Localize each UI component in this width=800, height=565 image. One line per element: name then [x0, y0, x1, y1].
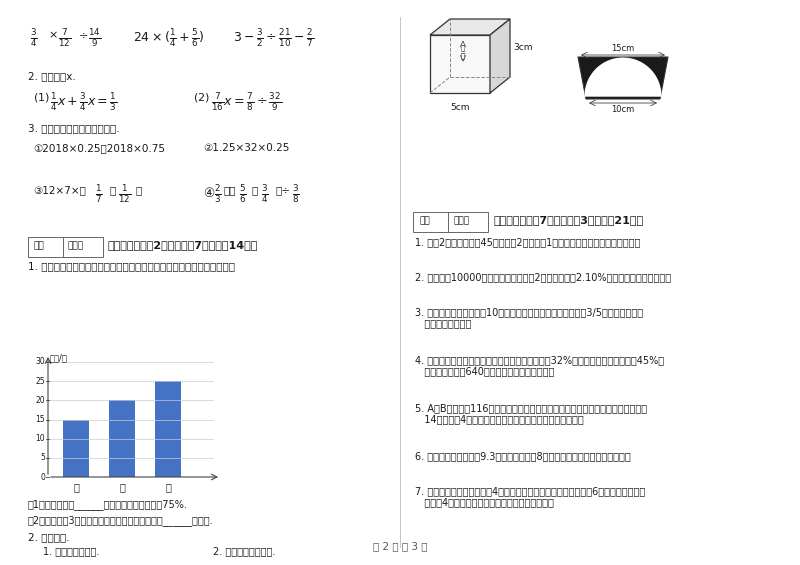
Text: 2. 看图计算.: 2. 看图计算. — [28, 532, 70, 542]
Text: 5. A、B两地相距116千米，甲、乙两人骑自行车同时从两地相对出发，甲每小时行
   14千米，经4小时后与乙车相遇，乙车每小时行多少千米？: 5. A、B两地相距116千米，甲、乙两人骑自行车同时从两地相对出发，甲每小时行… — [415, 403, 647, 425]
Text: 盖: 盖 — [461, 53, 465, 59]
Text: $(1)$: $(1)$ — [33, 91, 50, 104]
Polygon shape — [578, 57, 668, 99]
Text: ）: ） — [135, 185, 142, 195]
Text: $\frac{1}{4}x+\frac{3}{4}x=\frac{1}{3}$: $\frac{1}{4}x+\frac{3}{4}x=\frac{1}{3}$ — [50, 91, 118, 113]
Text: 7. 一件工程，要求师徒二人4小时合作完成，若使师单独做，需要6小时完成，那么，
   师傅在4小时之内需要完成这件工程的几分之几？: 7. 一件工程，要求师徒二人4小时合作完成，若使师单独做，需要6小时完成，那么，… — [415, 486, 646, 507]
Text: 2. 求未知数x.: 2. 求未知数x. — [28, 71, 76, 81]
Text: 合: 合 — [461, 44, 465, 51]
Text: $\div$: $\div$ — [78, 30, 88, 40]
Polygon shape — [430, 19, 510, 35]
Text: （2）先由甲做3天，剩下的工程由丙接着做，还要______天完成.: （2）先由甲做3天，剩下的工程由丙接着做，还要______天完成. — [28, 515, 214, 526]
Text: $\frac{7}{12}$: $\frac{7}{12}$ — [58, 27, 71, 49]
Polygon shape — [490, 19, 510, 93]
Text: 丙: 丙 — [165, 482, 171, 492]
Text: 第 2 页 共 3 页: 第 2 页 共 3 页 — [373, 541, 427, 551]
Text: 15: 15 — [35, 415, 45, 424]
Bar — [109, 401, 135, 477]
Bar — [430, 35, 490, 93]
Text: $3-\frac{3}{2}\div\frac{21}{10}-\frac{2}{7}$: $3-\frac{3}{2}\div\frac{21}{10}-\frac{2}… — [233, 27, 314, 49]
Text: ＋（: ＋（ — [223, 185, 235, 195]
Text: 6. 学校食堂五月份烧煤9.3吨，六月份烧煤8吨，两个月平均每天烧煤多少吨？: 6. 学校食堂五月份烧煤9.3吨，六月份烧煤8吨，两个月平均每天烧煤多少吨？ — [415, 451, 630, 461]
Text: $\frac{14}{9}$: $\frac{14}{9}$ — [88, 27, 101, 49]
Bar — [155, 381, 181, 477]
Text: 1. 求表面积和体积.: 1. 求表面积和体积. — [43, 546, 99, 556]
Bar — [413, 212, 488, 232]
Text: 甲: 甲 — [73, 482, 79, 492]
Text: 15cm: 15cm — [611, 44, 634, 53]
Text: 2. 求阴影部分的面积.: 2. 求阴影部分的面积. — [213, 546, 275, 556]
Text: 0: 0 — [40, 472, 45, 481]
Text: 1. 六（2）班今天出勤45人，病假2人，事假1人，这个班今天的出勤率是多少？: 1. 六（2）班今天出勤45人，病假2人，事假1人，这个班今天的出勤率是多少？ — [415, 237, 640, 247]
Text: 六、应用题（共7小题，每题3分，共计21分）: 六、应用题（共7小题，每题3分，共计21分） — [493, 215, 643, 225]
Text: $\frac{5}{6}$: $\frac{5}{6}$ — [239, 183, 246, 205]
Text: $24\times(\frac{1}{4}+\frac{5}{6})$: $24\times(\frac{1}{4}+\frac{5}{6})$ — [133, 27, 205, 49]
Text: $\frac{1}{7}$: $\frac{1}{7}$ — [95, 183, 102, 205]
Text: ③12×7×（: ③12×7×（ — [33, 185, 86, 195]
Text: 20: 20 — [35, 396, 45, 405]
Text: －: － — [252, 185, 258, 195]
Text: 3. 脱式计算，能简算的要简算.: 3. 脱式计算，能简算的要简算. — [28, 123, 120, 133]
Text: 5cm: 5cm — [450, 103, 470, 112]
Polygon shape — [586, 58, 661, 96]
Text: $\frac{7}{16}x=\frac{7}{8}\div\frac{32}{9}$: $\frac{7}{16}x=\frac{7}{8}\div\frac{32}{… — [211, 91, 282, 113]
Text: 5: 5 — [40, 453, 45, 462]
Text: 4. 新华书店运到一批图书，第一天卖出这批图书的32%，第二天卖出这批图书的45%，
   已知第一天卖出640本，两天一共卖出多少本？: 4. 新华书店运到一批图书，第一天卖出这批图书的32%，第二天卖出这批图书的45… — [415, 355, 664, 377]
Text: 得分: 得分 — [34, 241, 45, 250]
Text: 五、综合题（共2小题，每题7分，共计14分）: 五、综合题（共2小题，每题7分，共计14分） — [108, 240, 258, 250]
Text: 评卷人: 评卷人 — [68, 241, 84, 250]
Text: 2. 张叔叔把10000元钱存入银行，定期2年，年利率为2.10%，到期后可取回多少元？: 2. 张叔叔把10000元钱存入银行，定期2年，年利率为2.10%，到期后可取回… — [415, 272, 671, 282]
Text: ①2018×0.25＋2018×0.75: ①2018×0.25＋2018×0.75 — [33, 143, 165, 153]
Text: ②1.25×32×0.25: ②1.25×32×0.25 — [203, 143, 290, 153]
Text: $\frac{1}{12}$: $\frac{1}{12}$ — [118, 183, 131, 205]
Text: $④\frac{2}{3}$: $④\frac{2}{3}$ — [203, 183, 222, 205]
Text: $\frac{3}{8}$: $\frac{3}{8}$ — [292, 183, 299, 205]
Text: 3cm: 3cm — [513, 44, 533, 53]
Text: 30: 30 — [35, 358, 45, 367]
Text: $(2)$: $(2)$ — [193, 91, 210, 104]
Text: 乙: 乙 — [119, 482, 125, 492]
Text: ）÷: ）÷ — [275, 185, 290, 195]
Text: －: － — [109, 185, 115, 195]
Text: 10: 10 — [35, 434, 45, 443]
Text: （1）甲、乙合作______天可以完成这项工程的75%.: （1）甲、乙合作______天可以完成这项工程的75%. — [28, 499, 188, 510]
Text: 3. 一张课桌比一把椅子贵10元，如果椅子的单价是课桌单价的3/5，课桌和椅子的
   单价各是多少元？: 3. 一张课桌比一把椅子贵10元，如果椅子的单价是课桌单价的3/5，课桌和椅子的… — [415, 307, 643, 329]
Text: 1. 如图是甲、乙、丙三人单独完成某项工程所需天数统计图，看图填空：: 1. 如图是甲、乙、丙三人单独完成某项工程所需天数统计图，看图填空： — [28, 261, 235, 271]
Bar — [63, 419, 89, 477]
Bar — [28, 237, 103, 257]
Text: $\frac{3}{4}$: $\frac{3}{4}$ — [30, 27, 38, 49]
Text: 评卷人: 评卷人 — [453, 216, 469, 225]
Text: 25: 25 — [35, 377, 45, 386]
Text: $\times$: $\times$ — [48, 30, 58, 40]
Text: 天数/天: 天数/天 — [50, 353, 68, 362]
Text: $\frac{3}{4}$: $\frac{3}{4}$ — [261, 183, 269, 205]
Text: 得分: 得分 — [419, 216, 430, 225]
Text: 10cm: 10cm — [611, 105, 634, 114]
